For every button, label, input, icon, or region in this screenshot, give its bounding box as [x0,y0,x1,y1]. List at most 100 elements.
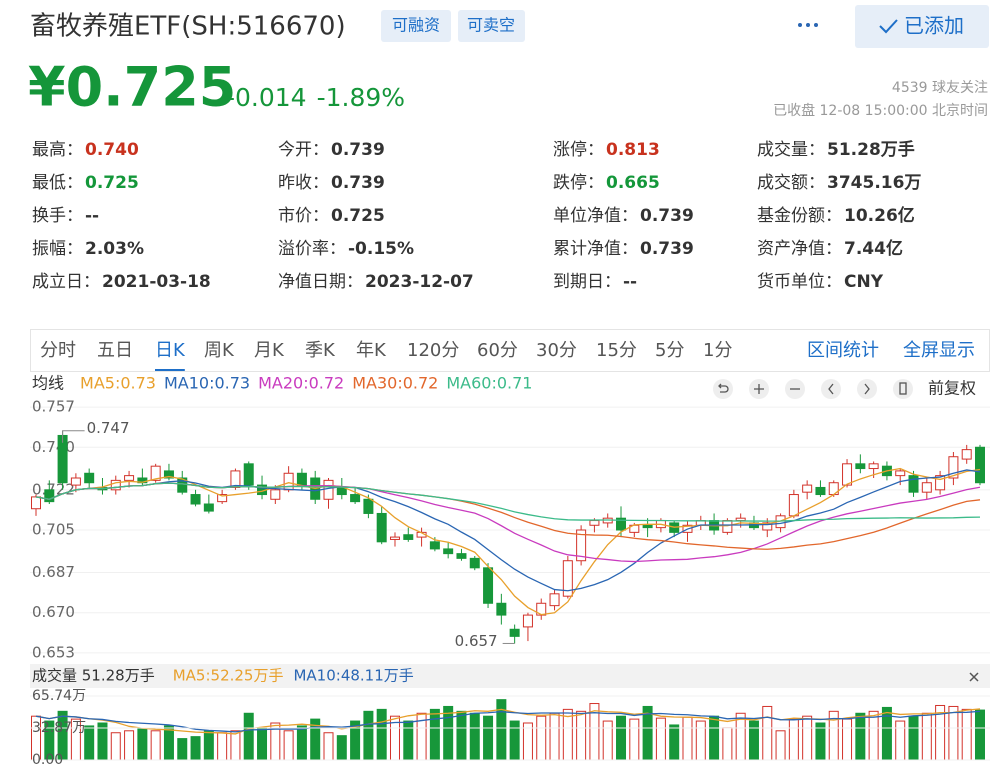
stat-label: 单位净值： [553,206,638,226]
candle-body [469,557,480,569]
ma-legend: MA10:0.73 [164,374,250,393]
period-tab[interactable]: 日K [155,340,186,361]
more-icon[interactable] [798,23,818,27]
close-icon[interactable] [969,672,979,682]
y-tick-label: 0.653 [32,643,75,661]
y-tick-label: 32.87万 [32,720,86,736]
candle-body [403,534,414,540]
stat-label: 振幅： [32,239,83,259]
candle-body [177,477,188,493]
period-tab[interactable]: 周K [204,340,235,361]
volume-bar [496,699,507,761]
period-tab[interactable]: 分时 [40,340,76,361]
stat-value: -0.15% [348,239,414,259]
added-button[interactable] [855,5,989,48]
volume-bar [137,728,148,761]
period-tab[interactable]: 五日 [97,340,133,361]
candle-body [389,536,400,540]
chart-tools [713,379,913,399]
annotation-leader [62,430,85,443]
volume-bar [908,715,919,761]
volume-bar [296,725,307,761]
volume-bar [483,715,494,761]
candle-body [110,479,121,491]
candle-body [496,602,507,616]
y-tick-label: 65.74万 [32,688,86,704]
ma-legend: MA30:0.72 [352,374,438,393]
volume-bar [536,715,547,761]
stat-value: 0.739 [331,140,385,160]
tag-bg [381,10,451,42]
stat-label: 货币单位： [757,272,842,292]
annotation-label: 0.747 [87,419,130,437]
stat-label: 溢价率： [278,239,346,259]
tool-link[interactable]: 全屏显示 [903,340,975,361]
period-tab[interactable]: 60分 [477,340,518,361]
volume-bar [522,722,533,761]
adjust-mode[interactable]: 前复权 [928,379,976,398]
candle-body [815,486,826,496]
stat-value: -- [623,272,637,292]
volume-bar [788,718,799,761]
stat-label: 基金份额： [757,206,842,226]
candle-body [908,475,919,493]
stat-value: 2.03% [85,239,144,259]
volume-bar [855,712,866,761]
stat-value: 0.740 [85,140,139,160]
candle-body [722,520,733,533]
candle-body [443,548,454,555]
stat-label: 涨停： [553,140,604,160]
ma-legend: MA60:0.71 [446,374,532,393]
volume-bar [669,724,680,761]
volume-bar [549,712,560,761]
annotation-label: 0.657 [455,632,498,650]
period-tab[interactable]: 年K [356,340,387,361]
price: ¥0.725 [28,56,236,119]
period-tab[interactable]: 季K [305,340,336,361]
y-tick-label: 0.757 [32,398,75,416]
candle-body [31,496,41,510]
period-tab[interactable]: 15分 [596,340,637,361]
stat-value: 7.44亿 [844,238,903,259]
candle-body [948,456,959,479]
volume-bar [722,727,733,761]
stat-label: 到期日： [553,272,621,292]
candle-body [217,494,228,503]
stat-label: 最低： [32,173,83,193]
volume-bar [110,732,121,761]
candle-body [921,482,932,493]
stat-label: 净值日期： [278,272,363,292]
period-tab[interactable]: 120分 [407,340,459,361]
candle-body [735,517,746,522]
volume-bar [443,705,454,761]
ma-legend-title: 均线 [32,374,64,393]
candle-body [842,463,853,486]
volume-bar [802,715,813,761]
volume-bar [762,705,773,761]
period-tab[interactable]: 30分 [536,340,577,361]
volume-bar [203,730,214,761]
candle-body [84,472,95,484]
button-label[interactable]: 已添加 [904,14,964,38]
volume-bar [868,710,879,761]
period-tab[interactable]: 1分 [703,340,732,361]
volume-bar [403,720,414,761]
candle-body [483,567,494,604]
stat-value: 2023-12-07 [365,272,474,292]
volume-bar [217,732,228,761]
stat-label: 累计净值： [553,239,638,259]
period-tab[interactable]: 月K [254,340,285,361]
fund-title: 畜牧养殖ETF(SH:516670) [30,12,346,42]
change: -0.014 [226,83,307,112]
candle-body [895,470,906,477]
stat-value: 0.739 [640,206,694,226]
candle-body [549,593,560,607]
period-tab[interactable]: 5分 [655,340,684,361]
tool-link[interactable]: 区间统计 [807,340,879,361]
stat-value: 0.725 [331,206,385,226]
stat-value: 10.26亿 [844,205,915,226]
volume-bar [948,705,959,761]
stat-label: 今开： [278,140,329,160]
y-tick-label: 0.705 [32,521,75,539]
